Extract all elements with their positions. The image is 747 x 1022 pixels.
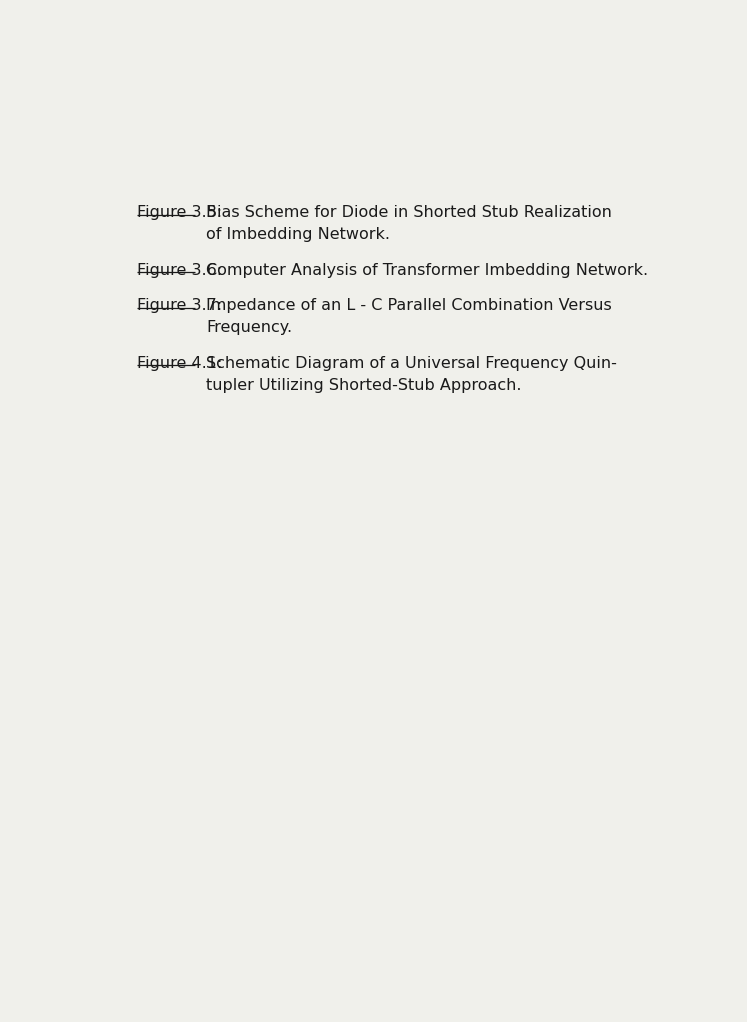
- Text: Figure 3.6:: Figure 3.6:: [137, 263, 222, 278]
- Text: Figure 3.7:: Figure 3.7:: [137, 298, 222, 313]
- Text: Frequency.: Frequency.: [206, 320, 292, 335]
- Text: Schematic Diagram of a Universal Frequency Quin-: Schematic Diagram of a Universal Frequen…: [206, 356, 617, 371]
- Text: tupler Utilizing Shorted-Stub Approach.: tupler Utilizing Shorted-Stub Approach.: [206, 377, 521, 392]
- Text: Bias Scheme for Diode in Shorted Stub Realization: Bias Scheme for Diode in Shorted Stub Re…: [206, 205, 612, 221]
- Text: Figure 3.5:: Figure 3.5:: [137, 205, 222, 221]
- Text: of Imbedding Network.: of Imbedding Network.: [206, 227, 390, 242]
- Text: Impedance of an L - C Parallel Combination Versus: Impedance of an L - C Parallel Combinati…: [206, 298, 612, 313]
- Text: Figure 4.1:: Figure 4.1:: [137, 356, 222, 371]
- Text: Computer Analysis of Transformer Imbedding Network.: Computer Analysis of Transformer Imbeddi…: [206, 263, 648, 278]
